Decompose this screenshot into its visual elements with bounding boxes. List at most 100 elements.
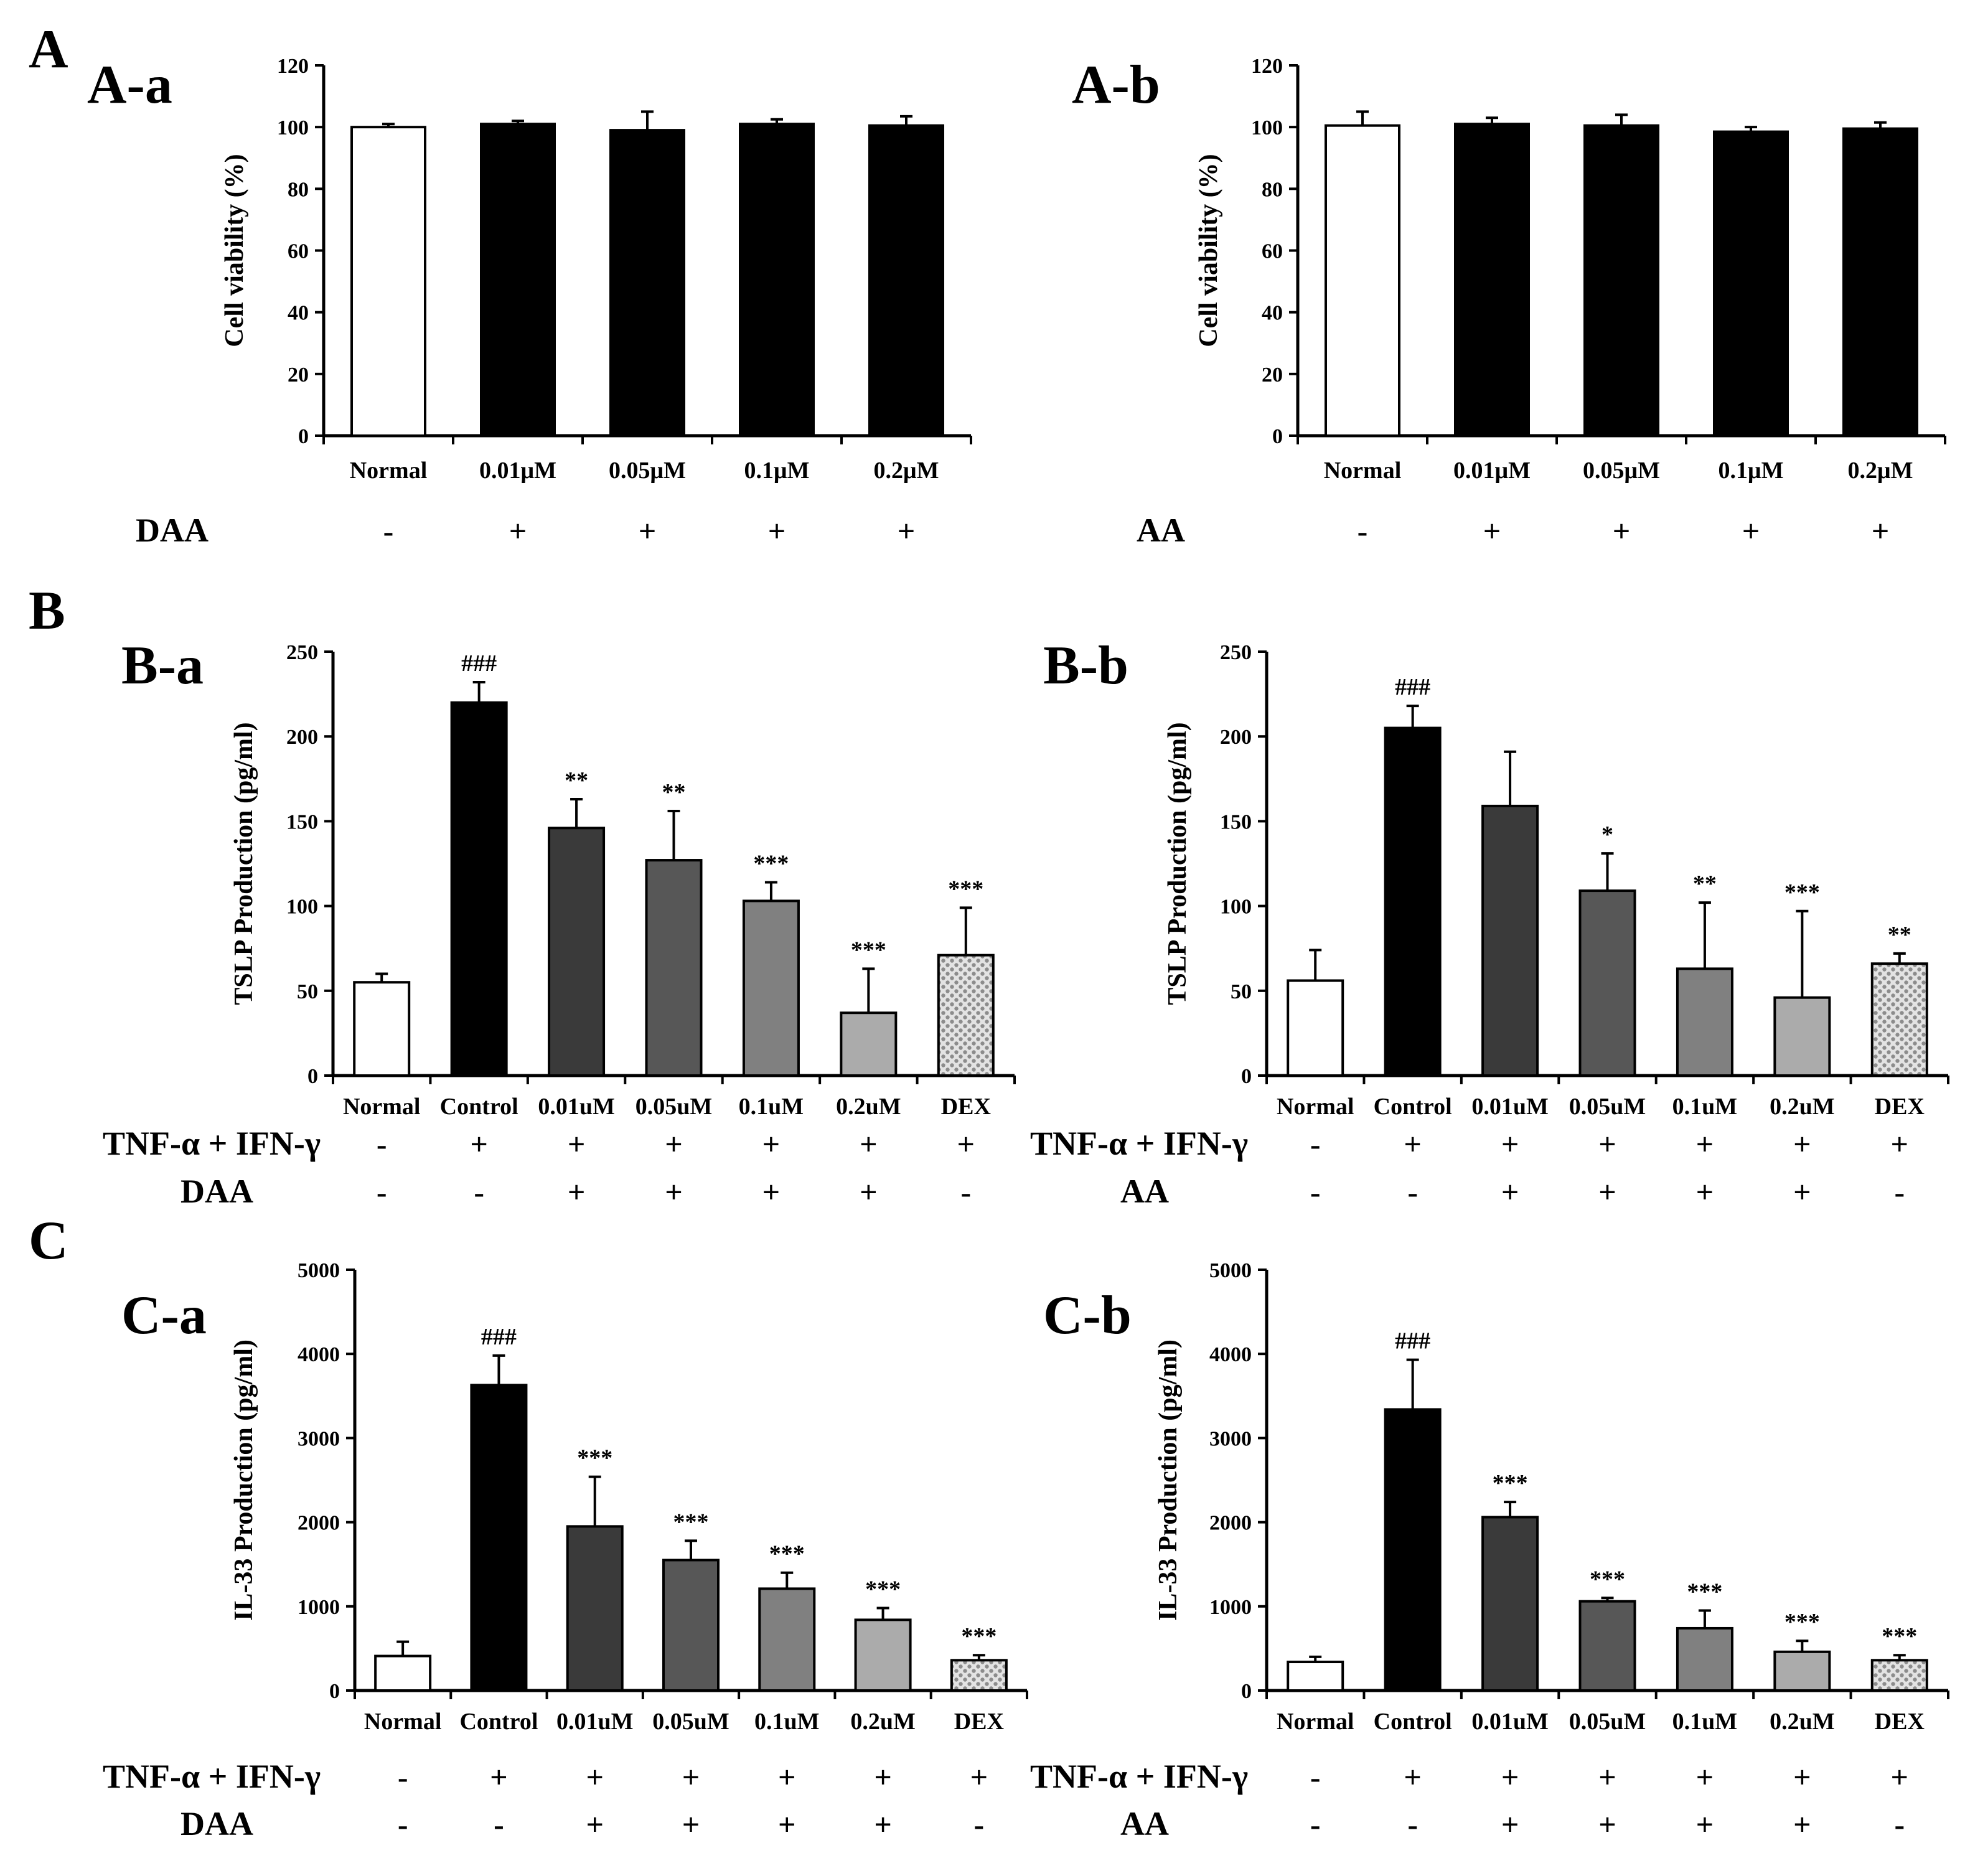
panel-label: A-a — [87, 55, 172, 115]
bar — [548, 827, 606, 1077]
bar — [353, 981, 411, 1077]
y-tick-label: 120 — [277, 55, 309, 78]
significance-label: *** — [1784, 1609, 1820, 1635]
treatment-row-label: AA — [1120, 1173, 1169, 1210]
panel-label: B-b — [1043, 635, 1128, 696]
y-tick-label: 250 — [286, 641, 318, 664]
category-label: DEX — [1875, 1094, 1925, 1120]
category-label: 0.1μM — [744, 457, 810, 484]
bar — [1870, 1659, 1928, 1692]
treatment-sign: + — [1404, 1127, 1422, 1161]
significance-label: *** — [948, 876, 983, 902]
treatment-sign: + — [1793, 1760, 1811, 1794]
treatment-sign: - — [398, 1760, 408, 1794]
y-tick-label: 80 — [1262, 178, 1283, 201]
treatment-sign: + — [1501, 1807, 1519, 1842]
treatment-sign: + — [509, 514, 527, 548]
treatment-sign: + — [1404, 1760, 1422, 1794]
bar — [1481, 804, 1539, 1077]
category-label: Normal — [1277, 1709, 1354, 1735]
treatment-sign: + — [1696, 1760, 1714, 1794]
y-tick-label: 100 — [1220, 896, 1252, 919]
y-tick-label: 200 — [1220, 726, 1252, 749]
treatment-row-label: TNF-α + IFN-γ — [1030, 1125, 1248, 1162]
treatment-sign: - — [1310, 1175, 1321, 1209]
y-tick-label: 100 — [277, 116, 309, 139]
y-tick-label: 3000 — [1209, 1427, 1252, 1450]
treatment-sign: + — [568, 1175, 586, 1209]
category-label: 0.1uM — [739, 1094, 804, 1120]
category-label: 0.01uM — [538, 1094, 615, 1120]
category-label: Control — [1374, 1709, 1452, 1735]
y-tick-label: 80 — [288, 178, 309, 201]
treatment-sign: + — [874, 1760, 892, 1794]
treatment-row-label: DAA — [181, 1805, 253, 1842]
y-axis-title: TSLP Production (pg/ml) — [230, 722, 258, 1005]
y-tick-label: 50 — [1231, 980, 1252, 1003]
panel-label: A-b — [1072, 55, 1160, 115]
category-label: 0.2uM — [1770, 1709, 1835, 1735]
significance-label: ### — [461, 650, 497, 677]
y-tick-label: 1000 — [298, 1596, 340, 1619]
significance-label: *** — [1493, 1470, 1528, 1496]
y-tick-label: 5000 — [1209, 1259, 1252, 1282]
y-tick-label: 0 — [307, 1065, 318, 1088]
y-tick-label: 100 — [1251, 116, 1283, 139]
treatment-sign: - — [1310, 1760, 1321, 1794]
bar — [470, 1384, 528, 1692]
significance-label: *** — [1687, 1579, 1722, 1605]
treatment-sign: + — [1891, 1127, 1909, 1161]
treatment-sign: + — [682, 1807, 700, 1842]
bar — [450, 701, 508, 1077]
bar — [950, 1659, 1008, 1692]
treatment-sign: - — [974, 1807, 985, 1842]
treatment-sign: - — [1894, 1175, 1905, 1209]
panel-label: C-a — [121, 1285, 207, 1346]
treatment-sign: + — [639, 514, 657, 548]
bar — [480, 123, 556, 437]
category-label: 0.05μM — [609, 457, 686, 484]
treatment-sign: + — [898, 514, 916, 548]
treatment-sign: + — [1696, 1807, 1714, 1842]
treatment-sign: + — [490, 1760, 508, 1794]
treatment-sign: + — [1742, 514, 1760, 548]
treatment-sign: - — [398, 1807, 408, 1842]
category-label: 0.01uM — [1471, 1094, 1549, 1120]
significance-label: *** — [1590, 1566, 1625, 1592]
bar — [758, 1587, 816, 1692]
significance-label: ** — [662, 779, 686, 805]
category-label: 0.1uM — [754, 1709, 820, 1735]
y-tick-label: 5000 — [298, 1259, 340, 1282]
y-axis-title: Cell viability (%) — [220, 154, 249, 347]
y-tick-label: 100 — [286, 896, 318, 919]
treatment-sign: + — [665, 1127, 683, 1161]
treatment-sign: + — [874, 1807, 892, 1842]
y-tick-label: 40 — [288, 302, 309, 325]
category-label: DEX — [941, 1094, 991, 1120]
treatment-sign: + — [1696, 1127, 1714, 1161]
category-label: 0.1uM — [1672, 1094, 1738, 1120]
category-label: 0.05μM — [1583, 457, 1660, 484]
treatment-sign: + — [1598, 1807, 1616, 1842]
y-tick-label: 150 — [286, 810, 318, 833]
significance-label: ### — [481, 1324, 517, 1350]
bar — [1325, 124, 1400, 437]
treatment-sign: + — [778, 1760, 796, 1794]
significance-label: *** — [769, 1541, 805, 1567]
bar — [854, 1618, 912, 1692]
bar — [1870, 962, 1928, 1077]
bar — [868, 124, 944, 437]
treatment-row-label: DAA — [181, 1173, 253, 1210]
y-tick-label: 150 — [1220, 810, 1252, 833]
y-tick-label: 0 — [1241, 1065, 1252, 1088]
bar — [645, 859, 703, 1077]
category-label: Normal — [343, 1094, 421, 1120]
y-tick-label: 0 — [298, 425, 309, 448]
treatment-sign: + — [586, 1760, 604, 1794]
treatment-sign: + — [778, 1807, 796, 1842]
treatment-sign: + — [1501, 1127, 1519, 1161]
significance-label: * — [1602, 822, 1613, 848]
significance-label: ** — [1693, 871, 1717, 897]
treatment-row-label: TNF-α + IFN-γ — [103, 1125, 321, 1162]
section-label-b: B — [29, 581, 65, 641]
